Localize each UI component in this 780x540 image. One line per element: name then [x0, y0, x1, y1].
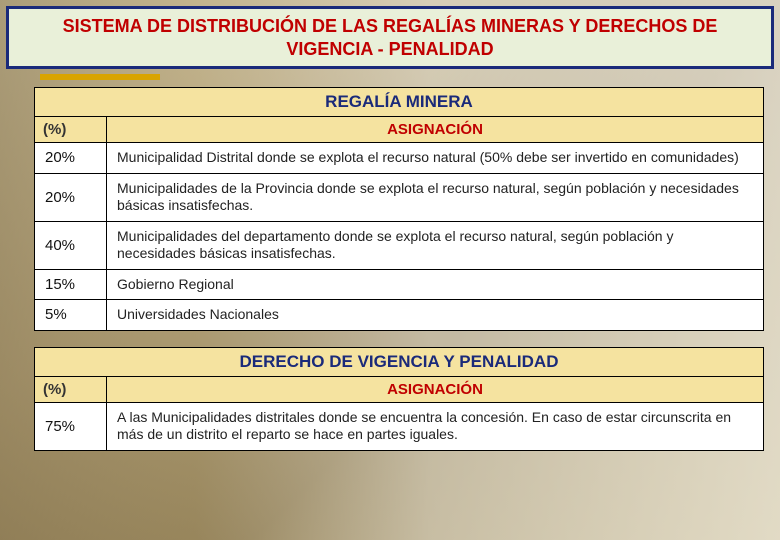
table-spacer	[34, 331, 764, 347]
table-row: 40% Municipalidades del departamento don…	[35, 221, 764, 269]
table-derecho-vigencia: DERECHO DE VIGENCIA Y PENALIDAD (%) ASIG…	[34, 347, 764, 451]
cell-desc: A las Municipalidades distritales donde …	[107, 402, 764, 450]
table-row: 20% Municipalidades de la Provincia dond…	[35, 173, 764, 221]
table-regalia-minera: REGALÍA MINERA (%) ASIGNACIÓN 20% Munici…	[34, 87, 764, 331]
section-header: REGALÍA MINERA	[35, 88, 764, 117]
cell-pct: 5%	[35, 300, 107, 331]
col-header-asignacion: ASIGNACIÓN	[107, 376, 764, 402]
cell-pct: 20%	[35, 143, 107, 174]
cell-pct: 15%	[35, 269, 107, 300]
cell-pct: 40%	[35, 221, 107, 269]
cell-desc: Municipalidades del departamento donde s…	[107, 221, 764, 269]
page-title: SISTEMA DE DISTRIBUCIÓN DE LAS REGALÍAS …	[6, 6, 774, 69]
table-row: 15% Gobierno Regional	[35, 269, 764, 300]
section-header-row: DERECHO DE VIGENCIA Y PENALIDAD	[35, 347, 764, 376]
column-header-row: (%) ASIGNACIÓN	[35, 117, 764, 143]
section-header: DERECHO DE VIGENCIA Y PENALIDAD	[35, 347, 764, 376]
column-header-row: (%) ASIGNACIÓN	[35, 376, 764, 402]
tables-wrapper: REGALÍA MINERA (%) ASIGNACIÓN 20% Munici…	[6, 87, 774, 451]
content-area: SISTEMA DE DISTRIBUCIÓN DE LAS REGALÍAS …	[0, 0, 780, 451]
cell-desc: Universidades Nacionales	[107, 300, 764, 331]
cell-desc: Gobierno Regional	[107, 269, 764, 300]
cell-desc: Municipalidades de la Provincia donde se…	[107, 173, 764, 221]
col-header-pct: (%)	[35, 376, 107, 402]
cell-pct: 75%	[35, 402, 107, 450]
col-header-asignacion: ASIGNACIÓN	[107, 117, 764, 143]
table-row: 5% Universidades Nacionales	[35, 300, 764, 331]
cell-desc: Municipalidad Distrital donde se explota…	[107, 143, 764, 174]
table-row: 75% A las Municipalidades distritales do…	[35, 402, 764, 450]
section-header-row: REGALÍA MINERA	[35, 88, 764, 117]
cell-pct: 20%	[35, 173, 107, 221]
table-row: 20% Municipalidad Distrital donde se exp…	[35, 143, 764, 174]
col-header-pct: (%)	[35, 117, 107, 143]
